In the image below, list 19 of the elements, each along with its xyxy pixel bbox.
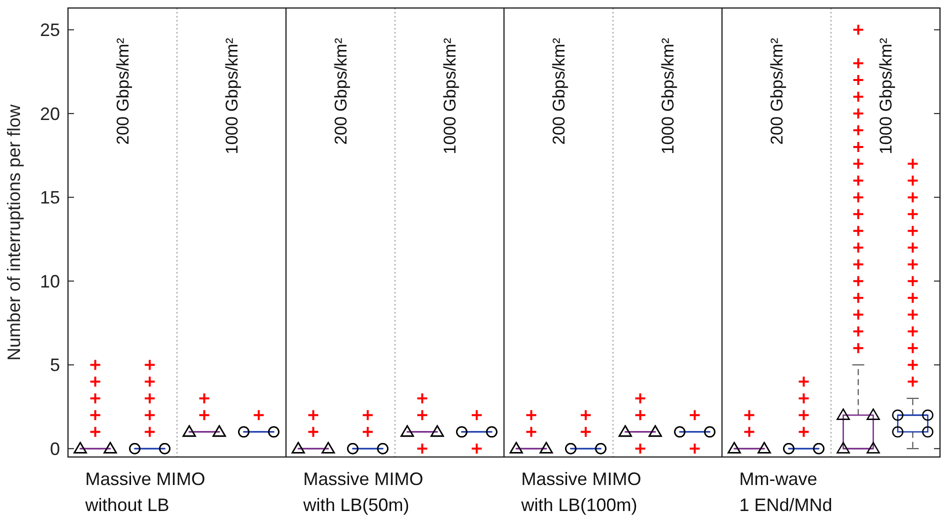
text: Massive MIMO with LB(100m) bbox=[520, 469, 642, 515]
y-tick-label: 5 bbox=[50, 355, 60, 376]
x-tick-label: 200 Gbps/km² bbox=[113, 38, 132, 145]
text: Mm-wave 1 ENd/MNd bbox=[739, 469, 832, 515]
text: Massive MIMO without LB bbox=[84, 469, 206, 515]
y-tick-label: 25 bbox=[40, 20, 60, 40]
y-axis-title: Number of interruptions per flow bbox=[4, 103, 24, 361]
x-tick-label: 1000 Gbps/km² bbox=[876, 38, 896, 154]
text: Massive MIMO with LB(50m) bbox=[302, 469, 424, 515]
y-tick-label: 20 bbox=[40, 104, 60, 124]
y-tick-label: 15 bbox=[40, 188, 60, 208]
x-tick-label: 200 Gbps/km² bbox=[767, 38, 786, 145]
x-tick-label: 1000 Gbps/km² bbox=[440, 38, 460, 154]
x-tick-label: 1000 Gbps/km² bbox=[658, 38, 678, 154]
x-tick-label: 200 Gbps/km² bbox=[331, 38, 350, 145]
x-tick-label: 1000 Gbps/km² bbox=[222, 38, 242, 154]
y-tick-label: 0 bbox=[50, 438, 60, 459]
x-tick-label: 200 Gbps/km² bbox=[549, 38, 568, 145]
y-tick-label: 10 bbox=[40, 271, 60, 292]
